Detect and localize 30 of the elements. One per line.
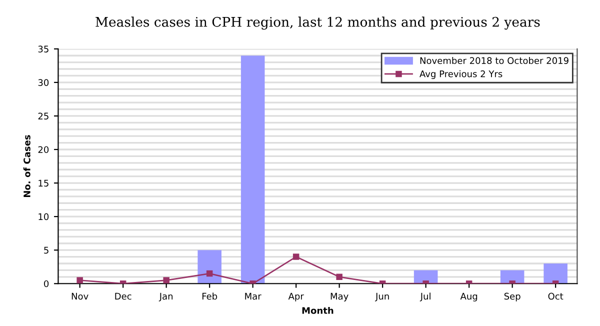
- bar: [198, 250, 222, 284]
- x-tick-label: Jan: [158, 292, 173, 302]
- legend-label: Avg Previous 2 Yrs: [420, 70, 502, 80]
- y-tick-label: 20: [38, 146, 49, 154]
- y-tick-label: 30: [38, 79, 49, 86]
- y-axis-title: No. of Cases: [23, 135, 30, 198]
- x-tick-label: Apr: [288, 292, 304, 302]
- y-tick-label: 0: [44, 280, 49, 288]
- y-tick-label: 5: [44, 246, 48, 254]
- x-tick-label: Aug: [460, 292, 478, 302]
- x-tick-label: Feb: [202, 292, 218, 300]
- x-tick-label: May: [330, 292, 348, 302]
- x-axis-title: Month: [302, 306, 334, 314]
- chart-title: Measles cases in CPH region, last 12 months and previous 2 years: [96, 16, 540, 30]
- x-tick-label: Jul: [420, 292, 430, 302]
- x-tick-label: Sep: [504, 292, 520, 302]
- x-tick-label: Oct: [548, 292, 564, 300]
- y-tick-label: 10: [38, 213, 49, 220]
- x-tick-label: Nov: [72, 292, 88, 300]
- bar: [240, 56, 265, 284]
- bar: [414, 270, 438, 284]
- x-tick-label: Mar: [245, 292, 262, 300]
- legend-label: November 2018 to October 2019: [420, 57, 568, 64]
- y-tick-label: 25: [38, 112, 48, 120]
- y-tick-label: 15: [38, 180, 48, 187]
- bar: [500, 270, 524, 284]
- bar: [544, 264, 568, 284]
- y-tick-label: 35: [38, 46, 48, 52]
- x-tick-label: Dec: [115, 292, 132, 300]
- x-tick-label: Jun: [375, 292, 389, 302]
